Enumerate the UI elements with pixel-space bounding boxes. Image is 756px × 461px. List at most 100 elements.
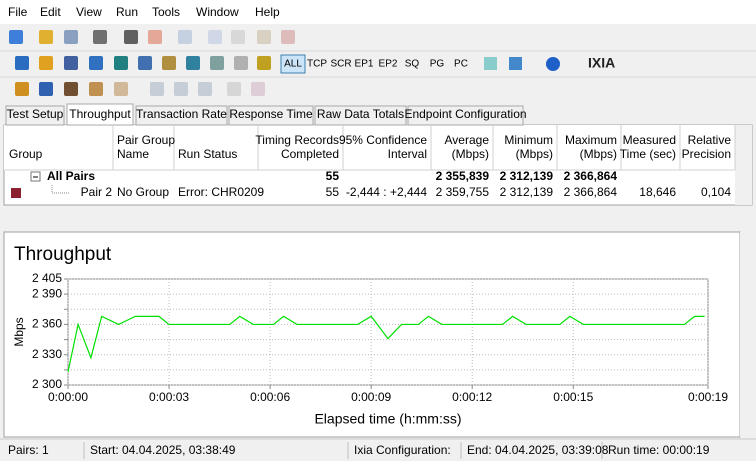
column-header[interactable]: Pair Group [117,133,175,147]
tab[interactable] [66,103,134,126]
column-header[interactable]: Average [445,133,490,147]
toolbar-icon[interactable] [39,82,53,96]
toolbar-icon[interactable] [64,82,78,96]
table-cell: 55 [326,169,340,183]
tab-label[interactable]: Test Setup [7,107,64,121]
column-header[interactable]: Timing Records [255,133,339,147]
tab[interactable] [314,105,407,126]
toolbar-icon[interactable] [64,56,78,70]
table-cell: 2 359,755 [436,185,490,199]
y-tick-label: 2 405 [32,271,62,285]
toolbar-icon[interactable] [138,56,152,70]
column-header[interactable]: Relative [688,133,732,147]
column-header[interactable]: Completed [281,147,339,161]
toolbar-icon[interactable] [15,82,29,96]
toolbar-icon[interactable] [281,30,295,44]
toolbar-icon[interactable] [9,30,23,44]
toolbar-icon[interactable] [162,56,176,70]
protocol-button[interactable]: TCP [307,59,327,70]
toolbar-icon[interactable] [150,82,164,96]
tab[interactable] [5,105,65,126]
menu-item[interactable]: File [8,5,28,19]
column-header[interactable]: (Mbps) [580,147,617,161]
toolbar-icon[interactable] [186,56,200,70]
status-item: Ixia Configuration: [354,443,451,457]
menu-item[interactable]: View [76,5,102,19]
menu-item[interactable]: Edit [40,5,61,19]
toolbar-icon[interactable] [227,82,241,96]
toolbar-icon[interactable] [234,56,248,70]
protocol-button[interactable]: SQ [405,59,420,70]
protocol-button[interactable]: PG [430,59,445,70]
column-header[interactable]: Name [117,147,149,161]
toolbar-icon[interactable] [89,82,103,96]
toolbar-icon[interactable] [114,56,128,70]
scrollbar[interactable] [735,125,752,205]
tab-label[interactable]: Raw Data Totals [317,107,404,121]
tab-label[interactable]: Throughput [69,107,131,121]
column-header[interactable]: Run Status [178,147,237,161]
scrollbar[interactable] [740,232,752,437]
tab-label[interactable]: Endpoint Configuration [404,107,526,121]
toolbar-icon[interactable] [64,30,78,44]
status-item: Pairs: 1 [8,443,49,457]
toolbar-icon[interactable] [208,30,222,44]
menu-bar [0,0,756,24]
tab[interactable] [135,105,228,126]
tab[interactable] [228,105,314,126]
table-cell: -2,444 : +2,444 [346,185,427,199]
toolbar-icon[interactable] [198,82,212,96]
toolbar-icon[interactable] [484,57,497,70]
toolbar-icon[interactable] [114,82,128,96]
toolbar-icon[interactable] [257,56,271,70]
table-cell: 2 366,864 [564,185,618,199]
menu-item[interactable]: Run [116,5,138,19]
x-tick-label: 0:00:19 [688,390,728,404]
column-header[interactable]: Measured [623,133,676,147]
column-header[interactable]: (Mbps) [452,147,489,161]
toolbar-icon[interactable] [148,30,162,44]
toolbar-button-active[interactable] [280,54,306,74]
y-tick-label: 2 360 [32,317,62,331]
column-header[interactable]: (Mbps) [516,147,553,161]
tab[interactable] [407,105,524,126]
protocol-button[interactable]: EP2 [379,59,398,70]
menu-item[interactable]: Help [255,5,280,19]
x-tick-label: 0:00:12 [452,390,492,404]
toolbar-icon[interactable] [39,56,53,70]
table-cell: 55 [326,185,340,199]
tab-label[interactable]: Response Time [229,107,313,121]
menu-item[interactable]: Window [196,5,239,19]
column-header[interactable]: Time (sec) [620,147,676,161]
protocol-button[interactable]: SCR [330,59,351,70]
protocol-button[interactable]: PC [454,59,468,70]
column-header[interactable]: Interval [388,147,427,161]
protocol-button[interactable]: EP1 [355,59,374,70]
toolbar-icon[interactable] [15,56,29,70]
protocol-button[interactable]: ALL [284,59,302,70]
table-cell: 2 312,139 [500,185,554,199]
toolbar-icon[interactable] [251,82,265,96]
column-header[interactable]: Maximum [565,133,617,147]
toolbar-icon[interactable] [509,57,522,70]
menu-item[interactable]: Tools [152,5,180,19]
toolbar-icon[interactable] [210,56,224,70]
column-header[interactable]: Group [9,147,43,161]
toolbar-icon[interactable] [257,30,271,44]
toolbar-icon[interactable] [93,30,107,44]
toolbar-icon[interactable] [178,30,192,44]
toolbar-icon[interactable] [89,56,103,70]
table-cell: 18,646 [639,185,676,199]
toolbar-icon[interactable] [231,30,245,44]
toolbar-icon[interactable] [124,30,138,44]
info-icon[interactable] [546,57,560,71]
status-item: Run time: 00:00:19 [608,443,710,457]
toolbar-icon[interactable] [39,30,53,44]
y-tick-label: 2 330 [32,347,62,361]
tab-label[interactable]: Transaction Rate [136,107,227,121]
column-header[interactable]: Minimum [504,133,553,147]
column-header[interactable]: 95% Confidence [339,133,427,147]
toolbar-icon[interactable] [174,82,188,96]
x-tick-label: 0:00:09 [351,390,391,404]
column-header[interactable]: Precision [682,147,731,161]
